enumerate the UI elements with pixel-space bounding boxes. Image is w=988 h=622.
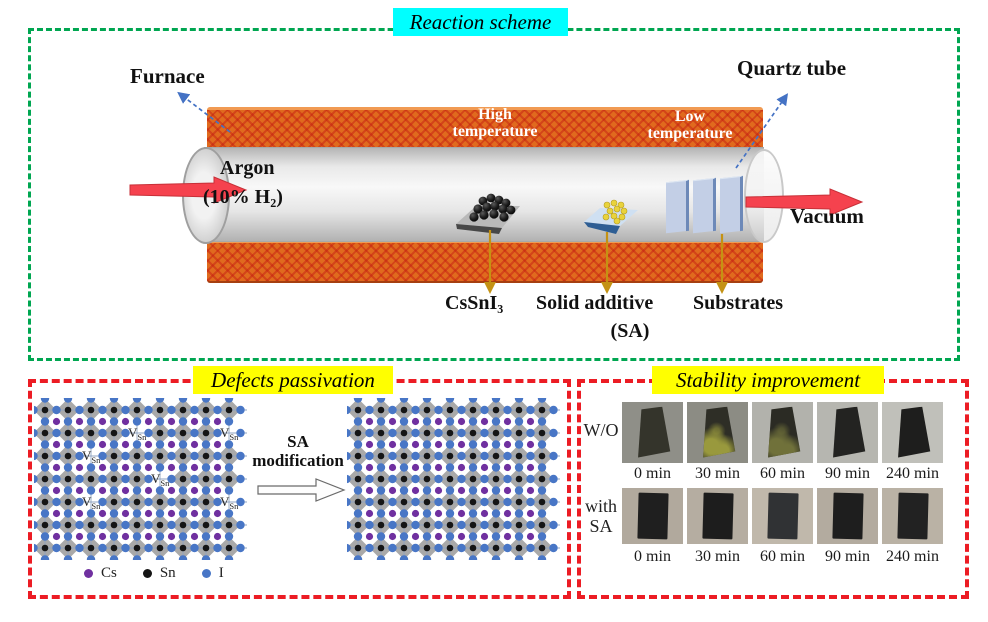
argon-flow-arrow	[129, 176, 248, 204]
sample-photo	[752, 488, 813, 544]
perovskite-sample	[896, 492, 929, 540]
passivated-lattice	[347, 398, 560, 560]
sn-vacancy-label: VSn	[151, 471, 170, 488]
gold-arrow-lines	[488, 230, 724, 283]
reaction-scheme-title: Reaction scheme	[393, 8, 568, 36]
with-sa-time-row: 0 min 30 min 60 min 90 min 240 min	[622, 548, 943, 566]
wo-time-row: 0 min 30 min 60 min 90 min 240 min	[622, 465, 943, 483]
legend-item-sn: Sn	[142, 565, 176, 582]
furnace-top-block	[207, 107, 763, 152]
sn-vacancy-label: VSn	[220, 425, 239, 442]
furnace-bottom-block	[207, 240, 763, 283]
item-pointer-arrows	[484, 230, 728, 294]
perovskite-sample	[701, 492, 734, 540]
time-label: 60 min	[760, 465, 805, 482]
row-label-wo: W/O	[583, 420, 619, 440]
cssni3-label: CsSnI₃	[445, 292, 504, 314]
sample-photo	[622, 488, 683, 544]
perovskite-sample	[829, 406, 867, 457]
sa-modification-arrow	[257, 478, 346, 502]
legend-item-cs: Cs	[84, 565, 117, 582]
perovskite-sample	[636, 492, 669, 540]
furnace-pointer-arrow	[177, 91, 231, 133]
sn-vacancy-label: VSn	[82, 448, 101, 465]
argon-label-line1: Argon	[220, 157, 275, 179]
sample-photo	[817, 488, 878, 544]
atom-legend: Cs Sn I	[84, 565, 224, 582]
furnace-label: Furnace	[130, 64, 205, 88]
solid-additive-label: Solid additive	[536, 292, 654, 314]
sn-vacancy-label: VSn	[128, 425, 147, 442]
time-label: 0 min	[634, 548, 671, 565]
vacuum-flow-arrow	[745, 188, 864, 216]
time-label: 90 min	[825, 465, 870, 482]
with-sa-photo-row	[622, 488, 943, 544]
sample-photo	[622, 402, 683, 463]
sn-atom-icon	[142, 569, 152, 578]
defective-lattice: VSn VSn VSn VSn VSn VSn	[34, 398, 247, 560]
gold-arrow-heads	[484, 282, 728, 294]
row-label-with-sa: with SA	[584, 496, 617, 536]
defects-passivation-title: Defects passivation	[193, 366, 393, 394]
time-label: 90 min	[825, 548, 870, 565]
time-label: 240 min	[886, 465, 939, 482]
sample-photo	[817, 402, 878, 463]
substrate-plate-3	[720, 175, 743, 234]
high-temperature-label: High temperature	[452, 106, 538, 140]
substrate-plate-2	[693, 177, 716, 234]
vacuum-label: Vacuum	[790, 204, 864, 228]
substrates-label: Substrates	[693, 292, 784, 314]
sa-modification-label: SA modification	[252, 432, 344, 470]
perovskite-sample	[766, 492, 799, 540]
low-temperature-label: Low temperature	[647, 108, 733, 142]
sample-photo	[687, 488, 748, 544]
perovskite-sample	[831, 492, 864, 540]
time-label: 30 min	[695, 465, 740, 482]
i-atom-icon	[201, 569, 211, 578]
time-label: 30 min	[695, 548, 740, 565]
wo-photo-row	[622, 402, 943, 463]
perovskite-sample	[634, 406, 672, 457]
stability-improvement-title: Stability improvement	[652, 366, 884, 394]
perovskite-sample	[894, 406, 932, 457]
argon-label-line2: (10% H₂)	[203, 186, 283, 208]
time-label: 0 min	[634, 465, 671, 482]
sample-photo	[752, 402, 813, 463]
sn-vacancy-label: VSn	[220, 494, 239, 511]
cssni3-spheres	[469, 193, 516, 222]
solid-additive-boat	[584, 199, 638, 234]
time-label: 60 min	[760, 548, 805, 565]
sample-photo	[687, 402, 748, 463]
sample-photo	[882, 402, 943, 463]
cs-atom-icon	[84, 569, 93, 578]
perovskite-sample	[699, 406, 737, 457]
time-label: 240 min	[886, 548, 939, 565]
perovskite-sample	[764, 406, 802, 457]
sn-vacancy-label: VSn	[82, 494, 101, 511]
solid-additive-abbr: (SA)	[610, 320, 650, 342]
boat-front-edge	[584, 222, 620, 234]
legend-item-i: I	[201, 565, 224, 582]
sa-powder-dots	[602, 199, 628, 225]
quartz-tube-label: Quartz tube	[737, 56, 847, 80]
sample-photo	[882, 488, 943, 544]
quartz-tube-pointer-arrow	[735, 93, 789, 169]
